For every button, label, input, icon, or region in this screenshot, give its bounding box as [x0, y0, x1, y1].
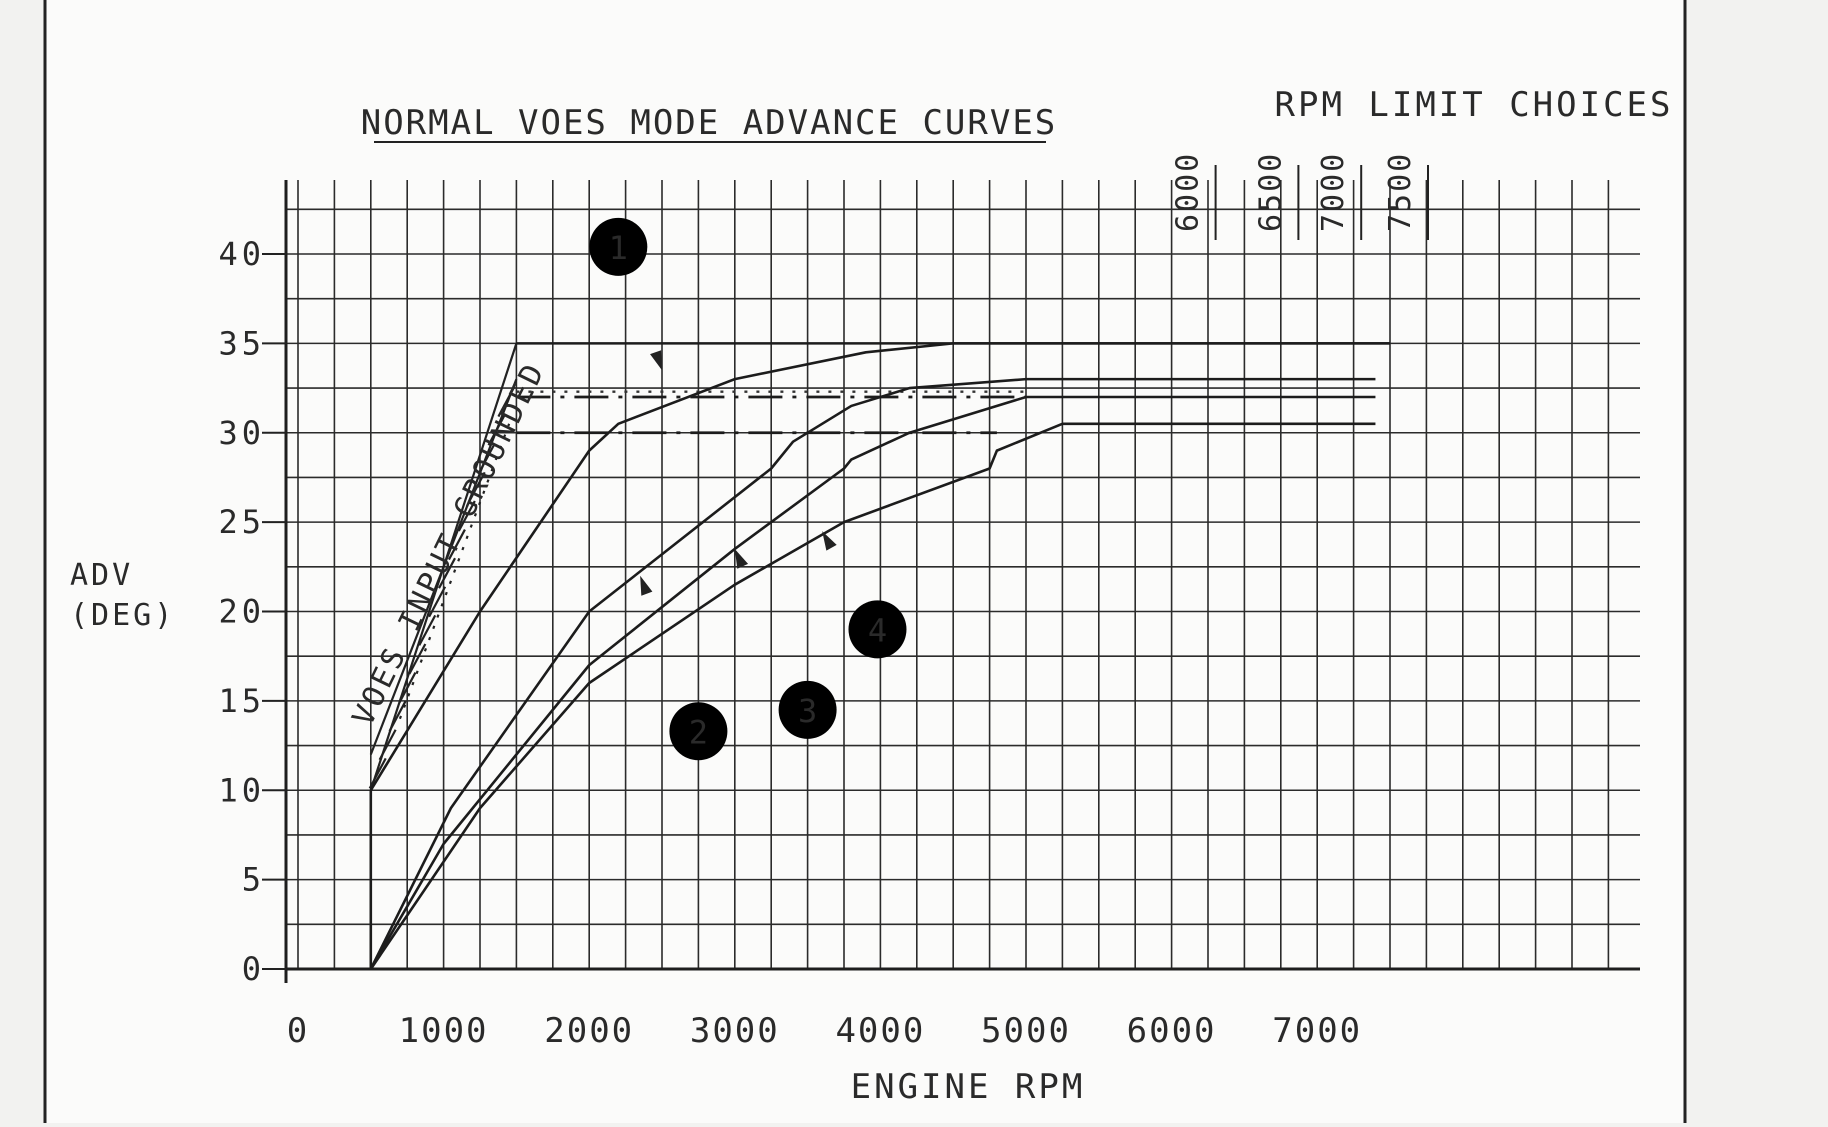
x-tick-label: 1000 [399, 1011, 489, 1051]
chart-axes [284, 180, 1640, 983]
y-tick-label: 15 [218, 682, 265, 720]
voes-hatch-stroke [368, 757, 387, 789]
voes-hatch-stroke [428, 586, 447, 618]
voes-hatch-stroke [487, 414, 506, 446]
y-tick-label: 40 [218, 235, 265, 273]
callout-arrow-2 [640, 575, 653, 596]
callout-arrow-1 [650, 350, 662, 371]
voes-hatch-stroke [408, 643, 427, 675]
advance-curve-2 [369, 377, 1376, 970]
voes-hatch-stroke [398, 672, 417, 704]
y-axis-label-line2: (DEG) [70, 598, 175, 633]
y-tick-label: 35 [218, 324, 265, 362]
callout-label-4: 4 [868, 611, 887, 649]
y-tick-label: 10 [218, 771, 265, 809]
x-tick-label: 6000 [1127, 1011, 1217, 1051]
y-tick-label: 0 [242, 950, 265, 988]
x-axis-label: ENGINE RPM [851, 1067, 1086, 1107]
y-tick-label: 5 [242, 861, 265, 899]
y-tick-label: 20 [218, 593, 265, 631]
x-tick-label: 3000 [690, 1011, 780, 1051]
rpm-limit-choice-label: 6500 [1253, 152, 1288, 232]
callout-circle-3 [778, 680, 837, 739]
rpm-limit-choice-label: 7000 [1316, 152, 1351, 232]
callout-label-1: 1 [609, 229, 628, 267]
y-tick-labels: 0 5 10 15 20 25 30 35 40 [218, 235, 286, 988]
chart-frame [43, 0, 1687, 1127]
x-tick-label: 0 [287, 1011, 309, 1051]
advance-curves [369, 342, 1390, 970]
y-tick-label: 25 [218, 503, 265, 541]
rpm-limit-choice-label: 7500 [1383, 152, 1418, 232]
callout-circle-1 [589, 217, 648, 276]
x-tick-label: 5000 [981, 1011, 1071, 1051]
x-tick-label: 7000 [1272, 1011, 1362, 1051]
callout-arrow-3 [734, 548, 749, 569]
callout-label-2: 2 [689, 713, 708, 751]
voes-hatch-stroke [457, 500, 476, 532]
voes-hatch-stroke [388, 700, 407, 732]
voes-hatch-stroke [418, 614, 437, 646]
rpm-limit-choice-label: 6000 [1171, 152, 1206, 232]
callout-circle-4 [848, 600, 907, 659]
chart-title: NORMAL VOES MODE ADVANCE CURVES [361, 103, 1058, 143]
callout-circle-2 [669, 702, 728, 761]
rpm-limit-label: RPM LIMIT CHOICES [1275, 85, 1674, 125]
x-tick-labels: 0 1000 2000 3000 4000 5000 6000 7000 [287, 1011, 1362, 1051]
callout-label-3: 3 [798, 692, 817, 730]
voes-hatch-stroke [467, 471, 486, 503]
curve-callouts: 1 2 3 4 [589, 217, 907, 761]
advance-curve-3 [369, 395, 1376, 970]
callout-arrow-4 [822, 531, 837, 551]
y-tick-label: 30 [218, 414, 265, 452]
voes-hatch-stroke [497, 386, 516, 418]
voes-hatch-band [368, 343, 518, 791]
x-tick-label: 2000 [544, 1011, 634, 1051]
voes-hatch-stroke [477, 443, 496, 475]
voes-hatch-stroke [438, 557, 456, 589]
voes-band-dotted-edge [398, 423, 511, 720]
voes-hatch-stroke [378, 729, 397, 761]
voes-band-edge [369, 378, 518, 755]
advance-curve-4 [369, 422, 1376, 970]
voes-hatch-stroke [447, 529, 466, 561]
rpm-limit-choice-labels: 6000 6500 7000 7500 [1171, 152, 1429, 240]
x-tick-label: 4000 [835, 1011, 925, 1051]
advance-curve-1 [369, 342, 1390, 969]
y-axis-label-line1: ADV [70, 558, 133, 593]
